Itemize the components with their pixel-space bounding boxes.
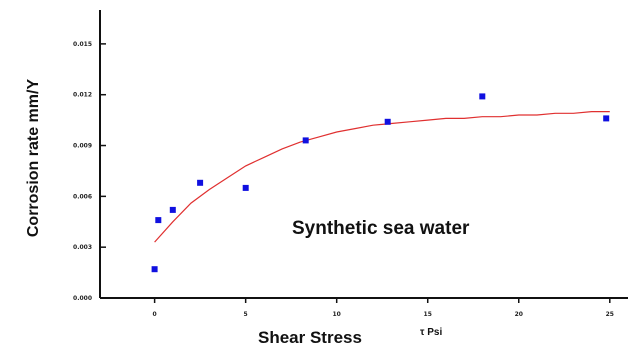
axes: 0 5 10 15 20 25 0.000 0.003 0.006 0.009 0.012 0.01… <box>73 10 628 318</box>
x-ticks: 0 5 10 15 20 25 <box>153 298 614 318</box>
y-tick-label: 0.015 <box>73 41 92 48</box>
data-point <box>242 184 249 191</box>
data-point <box>151 266 158 273</box>
chart-annotation: Synthetic sea water <box>292 218 470 239</box>
data-point <box>603 115 610 122</box>
data-point <box>302 137 309 144</box>
x-tick-label: 15 <box>424 311 432 318</box>
data-point <box>155 217 162 224</box>
x-tick-label: 5 <box>244 311 248 318</box>
fit-curve <box>154 111 610 243</box>
data-point <box>197 179 204 186</box>
y-tick-label: 0.009 <box>73 143 92 150</box>
y-axis-title: Corrosion rate mm/Y <box>25 79 42 238</box>
x-axis-title: Shear Stress <box>258 328 362 346</box>
y-tick-label: 0.006 <box>73 193 92 200</box>
data-points <box>151 93 610 273</box>
data-point <box>169 206 176 213</box>
x-tick-label: 0 <box>153 311 157 318</box>
y-tick-label: 0.003 <box>73 244 92 251</box>
y-tick-label: 0.000 <box>73 295 92 302</box>
x-tick-label: 25 <box>606 311 614 318</box>
data-point <box>479 93 486 100</box>
x-tick-label: 10 <box>333 311 341 318</box>
y-ticks: 0.000 0.003 0.006 0.009 0.012 0.015 <box>73 41 106 302</box>
data-point <box>384 118 391 125</box>
y-tick-label: 0.012 <box>73 92 92 99</box>
x-tick-label: 20 <box>515 311 523 318</box>
x-axis-unit: τ Psi <box>420 327 442 338</box>
